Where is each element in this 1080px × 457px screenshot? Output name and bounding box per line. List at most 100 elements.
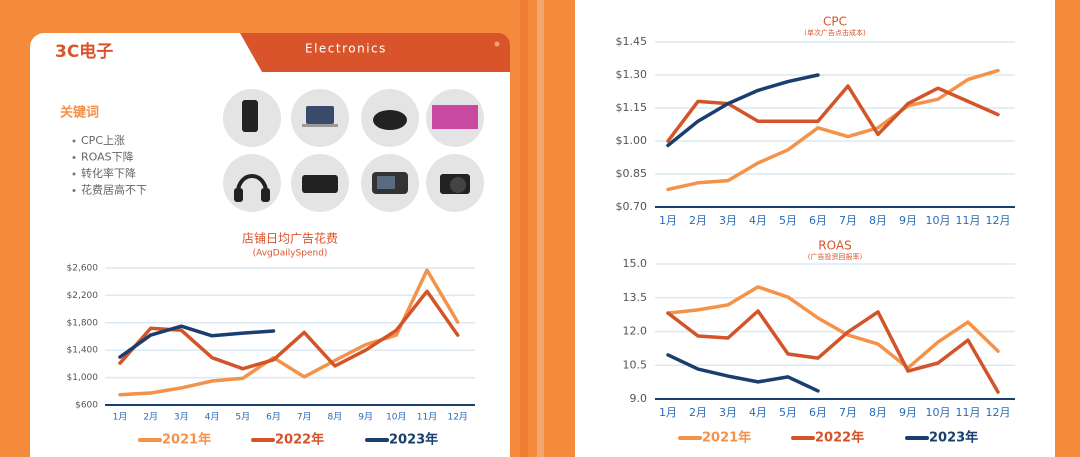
- x-tick-label: 4月: [749, 406, 767, 419]
- y-tick-label: $1.00: [616, 134, 648, 147]
- keyword: 花费居高不下: [81, 183, 147, 197]
- x-tick-label: 4月: [749, 214, 767, 227]
- x-tick-label: 2月: [689, 406, 707, 419]
- keyword: 转化率下降: [81, 166, 136, 180]
- y-tick-label: $1,000: [67, 373, 99, 383]
- tv-icon: [432, 105, 478, 129]
- series-line: [666, 68, 1000, 192]
- chart-title: ROAS: [818, 239, 851, 253]
- headphone-icon: [236, 174, 268, 193]
- x-tick-label: 3月: [719, 406, 737, 419]
- header-title: 3C电子: [55, 41, 113, 62]
- bullet: [72, 189, 76, 192]
- headphone-cup: [261, 188, 270, 202]
- y-tick-label: 10.5: [623, 358, 648, 371]
- bullet: [72, 156, 76, 159]
- legend-label: 2021年: [162, 432, 211, 448]
- header-tab-label: Electronics: [305, 42, 387, 56]
- x-tick-label: 9月: [358, 412, 373, 423]
- x-tick-label: 3月: [174, 412, 189, 423]
- x-tick-label: 5月: [779, 406, 797, 419]
- camera-lens: [450, 177, 466, 193]
- series-line: [118, 289, 460, 371]
- keywords-title: 关键词: [60, 105, 99, 121]
- divider: [520, 0, 528, 457]
- series-line: [666, 285, 1000, 370]
- x-tick-label: 1月: [659, 406, 677, 419]
- x-tick-label: 6月: [266, 412, 281, 423]
- chart-title: CPC: [823, 15, 847, 29]
- x-tick-label: 8月: [328, 412, 343, 423]
- x-tick-label: 2月: [689, 214, 707, 227]
- keyword: ROAS下降: [81, 150, 134, 164]
- bullet: [72, 172, 76, 176]
- x-tick-label: 6月: [809, 406, 827, 419]
- series-line: [118, 324, 276, 359]
- y-tick-label: $0.70: [616, 200, 648, 213]
- speaker-screen: [377, 176, 395, 189]
- series-line: [666, 353, 820, 393]
- x-tick-label: 5月: [235, 412, 250, 423]
- divider: [537, 0, 544, 457]
- y-tick-label: 9.0: [630, 392, 648, 405]
- y-tick-label: $600: [75, 401, 98, 411]
- x-tick-label: 8月: [869, 214, 887, 227]
- chart-subtitle: (AvgDailySpend): [253, 249, 328, 259]
- legend-label: 2023年: [389, 432, 438, 448]
- y-tick-label: $1.30: [616, 68, 648, 81]
- y-tick-label: $1.45: [616, 35, 648, 48]
- y-tick-label: $1.15: [616, 101, 648, 114]
- y-tick-label: $2,200: [67, 291, 99, 301]
- x-tick-label: 12月: [986, 406, 1011, 419]
- chart-subtitle: (广告投资回报率): [808, 252, 863, 261]
- x-tick-label: 7月: [297, 412, 312, 423]
- x-tick-label: 10月: [926, 214, 951, 227]
- x-tick-label: 1月: [659, 214, 677, 227]
- phone-icon: [242, 100, 258, 132]
- keyword: CPC上涨: [81, 134, 125, 147]
- x-tick-label: 4月: [205, 412, 220, 423]
- x-tick-label: 12月: [447, 412, 467, 423]
- legend-label: 2021年: [702, 430, 751, 446]
- series-line: [666, 309, 1000, 394]
- x-tick-label: 6月: [809, 214, 827, 227]
- x-tick-label: 1月: [113, 412, 128, 423]
- icon-circle: [223, 154, 281, 212]
- x-tick-label: 5月: [779, 214, 797, 227]
- product-icons: [223, 89, 484, 212]
- legend-label: 2022年: [275, 432, 324, 448]
- tab-dot: [494, 41, 500, 47]
- x-tick-label: 11月: [956, 214, 981, 227]
- bullet: [72, 139, 76, 143]
- x-tick-label: 2月: [143, 412, 158, 423]
- x-tick-label: 10月: [926, 406, 951, 419]
- x-tick-label: 7月: [839, 406, 857, 419]
- y-tick-label: 15.0: [623, 257, 648, 270]
- chart-subtitle: (单次广告点击成本): [804, 28, 866, 37]
- x-tick-label: 8月: [869, 406, 887, 419]
- headphone-cup: [234, 188, 243, 202]
- series-line: [666, 73, 820, 148]
- y-tick-label: $1,400: [67, 346, 99, 356]
- chart-title: 店铺日均广告花费: [242, 231, 338, 246]
- x-tick-label: 7月: [839, 214, 857, 227]
- laptop-icon: [306, 106, 334, 124]
- gamepad-icon: [373, 110, 407, 130]
- x-tick-label: 11月: [417, 412, 437, 423]
- y-tick-label: 13.5: [623, 291, 648, 304]
- y-tick-label: $1,800: [67, 318, 99, 328]
- header-tab: [240, 33, 510, 72]
- legend-label: 2022年: [815, 430, 864, 446]
- charts: 店铺日均广告花费 (AvgDailySpend) $600 $1,000 $1,400 $…: [67, 15, 1015, 448]
- y-tick-label: $2,600: [67, 264, 99, 274]
- x-tick-label: 9月: [899, 214, 917, 227]
- series-line: [666, 84, 1000, 143]
- x-tick-label: 11月: [956, 406, 981, 419]
- x-tick-label: 10月: [386, 412, 406, 423]
- printer-icon: [302, 175, 338, 193]
- laptop-base: [302, 124, 338, 127]
- x-tick-label: 3月: [719, 214, 737, 227]
- y-tick-label: $0.85: [616, 167, 648, 180]
